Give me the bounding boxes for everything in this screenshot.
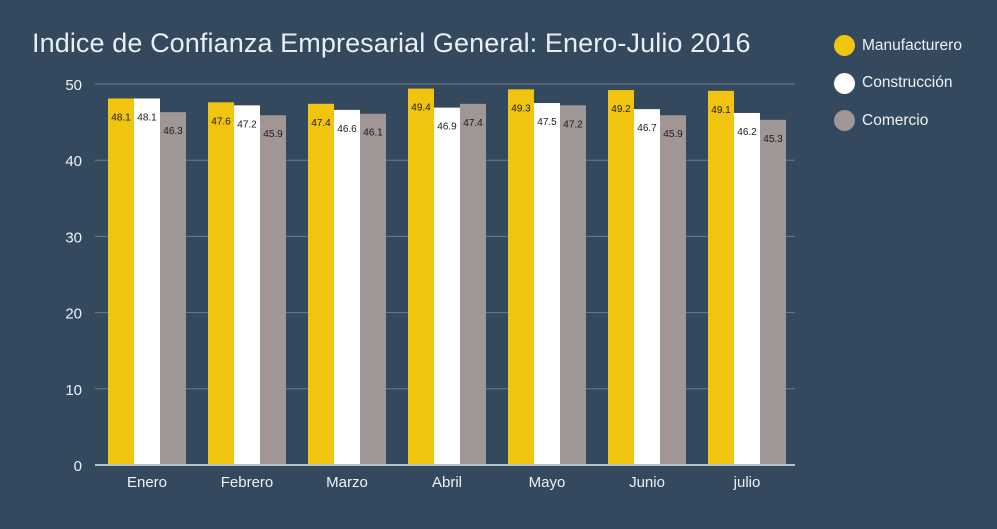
- value-label: 46.1: [363, 128, 383, 139]
- value-label: 49.4: [411, 103, 431, 114]
- x-tick-label: Abril: [432, 474, 462, 491]
- value-label: 47.2: [237, 119, 257, 130]
- bar: [534, 103, 560, 466]
- x-tick-label: Junio: [629, 474, 665, 491]
- bar: [160, 112, 186, 465]
- bar: [760, 119, 786, 466]
- value-label: 48.1: [111, 112, 131, 123]
- value-label: 49.1: [711, 105, 731, 116]
- value-label: 47.6: [211, 116, 231, 127]
- legend-item: Comercio: [834, 102, 962, 140]
- y-tick-label: 10: [65, 382, 82, 399]
- legend-swatch: [834, 35, 855, 57]
- legend-item: Manufacturero: [834, 27, 962, 65]
- value-label: 47.2: [563, 119, 583, 130]
- x-tick-label: Mayo: [529, 474, 566, 491]
- legend: Manufacturero Construcción Comercio: [834, 27, 962, 140]
- bar: [234, 105, 260, 465]
- legend-swatch: [834, 72, 855, 94]
- legend-swatch: [834, 110, 855, 132]
- value-label: 49.2: [611, 104, 631, 115]
- bar: [734, 112, 760, 466]
- value-label: 47.4: [463, 118, 483, 129]
- chart-title: Indice de Confianza Empresarial General:…: [32, 28, 751, 58]
- legend-label: Manufacturero: [862, 36, 962, 54]
- bar: [260, 115, 286, 465]
- y-tick-label: 40: [65, 153, 82, 170]
- value-label: 46.2: [737, 127, 757, 138]
- bar: [508, 89, 534, 466]
- bar: [108, 98, 134, 465]
- bar: [608, 90, 634, 465]
- y-tick-label: 30: [65, 229, 82, 246]
- bar: [134, 98, 160, 465]
- bar: [334, 109, 360, 466]
- legend-item: Construcción: [834, 65, 962, 103]
- value-label: 46.7: [637, 123, 657, 134]
- bar: [308, 103, 334, 465]
- bar: [460, 103, 486, 465]
- bar: [660, 115, 686, 465]
- bar: [560, 105, 586, 465]
- value-label: 47.5: [537, 117, 557, 128]
- legend-label: Comercio: [862, 111, 929, 129]
- value-label: 46.3: [163, 126, 183, 137]
- x-tick-label: julio: [733, 474, 761, 491]
- bar: [208, 102, 234, 466]
- value-label: 47.4: [311, 118, 331, 129]
- value-label: 46.9: [437, 122, 457, 133]
- x-tick-label: Febrero: [221, 474, 274, 491]
- value-label: 45.9: [263, 129, 283, 140]
- legend-label: Construcción: [862, 74, 953, 92]
- x-tick-label: Enero: [127, 474, 167, 491]
- bar: [408, 88, 434, 466]
- bar: [634, 109, 660, 465]
- y-tick-label: 20: [65, 306, 82, 323]
- x-tick-label: Marzo: [326, 474, 368, 491]
- value-label: 45.9: [663, 129, 683, 140]
- y-tick-label: 0: [74, 458, 82, 475]
- value-label: 49.3: [511, 103, 531, 114]
- value-label: 45.3: [763, 134, 783, 145]
- bar: [360, 113, 386, 465]
- bar: [434, 107, 460, 465]
- value-label: 46.6: [337, 124, 357, 135]
- value-label: 48.1: [137, 112, 157, 123]
- y-tick-label: 50: [65, 77, 82, 94]
- bar: [708, 90, 734, 465]
